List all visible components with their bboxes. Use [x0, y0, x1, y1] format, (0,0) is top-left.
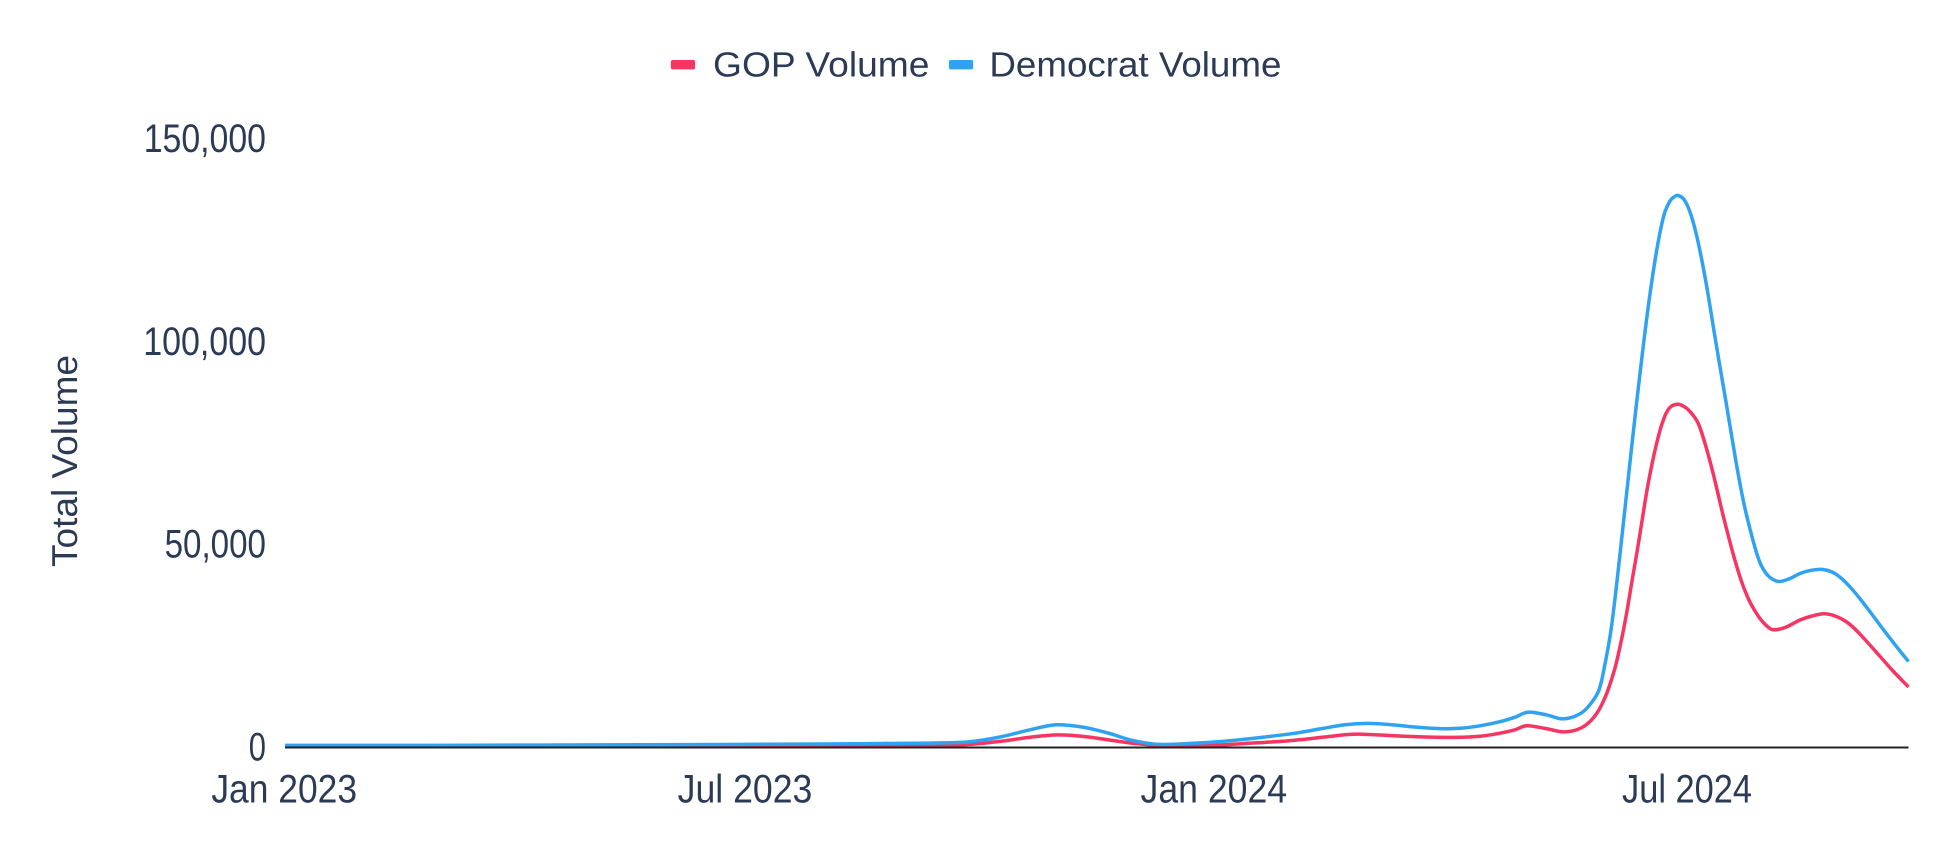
svg-text:Jan 2023: Jan 2023	[211, 767, 357, 811]
svg-text:Jul 2023: Jul 2023	[678, 767, 813, 811]
svg-text:100,000: 100,000	[143, 320, 266, 364]
svg-text:Jul 2024: Jul 2024	[1622, 767, 1752, 811]
svg-text:150,000: 150,000	[144, 117, 266, 161]
svg-text:Total Volume: Total Volume	[44, 355, 85, 567]
svg-text:GOP Volume: GOP Volume	[713, 46, 930, 85]
svg-text:Jan 2024: Jan 2024	[1141, 767, 1288, 811]
svg-text:Democrat Volume: Democrat Volume	[989, 46, 1281, 85]
svg-text:0: 0	[249, 725, 266, 769]
svg-text:50,000: 50,000	[165, 523, 266, 567]
